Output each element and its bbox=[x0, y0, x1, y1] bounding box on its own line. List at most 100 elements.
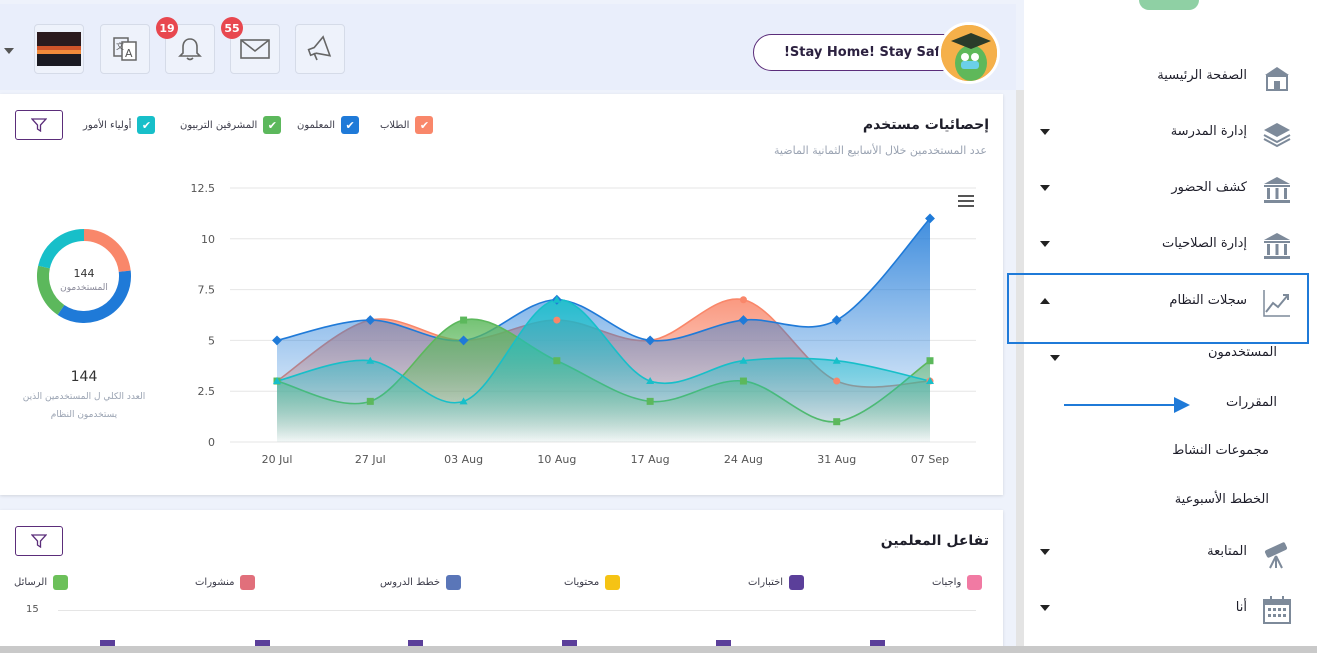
sidebar-item-school-management[interactable]: إدارة المدرسة bbox=[1024, 114, 1317, 154]
legend-label: منشورات bbox=[195, 577, 235, 588]
main-area: A 文 19 55 !Stay Home! Stay Safe bbox=[0, 17, 1003, 653]
sidebar-item-me[interactable]: أنا bbox=[1024, 590, 1317, 630]
sidebar-item-permissions[interactable]: إدارة الصلاحيات bbox=[1024, 226, 1317, 266]
user-stats-title: إحصائيات مستخدم bbox=[862, 117, 989, 133]
legend-students[interactable]: ✔ الطلاب bbox=[380, 116, 434, 134]
data-point bbox=[739, 296, 747, 304]
total-users-label-line1: العدد الكلي ل المستخدمين الذين bbox=[22, 392, 146, 402]
mail-icon bbox=[240, 39, 270, 59]
legend-homework[interactable]: واجبات bbox=[932, 575, 983, 590]
gridline bbox=[58, 610, 976, 611]
sidebar-item-follow-up[interactable]: المتابعة bbox=[1024, 534, 1317, 574]
chevron-down-icon[interactable] bbox=[1050, 355, 1060, 361]
svg-text:文: 文 bbox=[116, 41, 124, 51]
checkbox-icon: ✔ bbox=[263, 116, 282, 134]
x-tick-label: 03 Aug bbox=[444, 453, 483, 466]
checkbox-icon: ✔ bbox=[137, 116, 156, 134]
y-tick-label: 7.5 bbox=[198, 284, 216, 297]
language-button[interactable]: A 文 bbox=[100, 24, 150, 74]
total-users-value: 144 bbox=[70, 369, 98, 385]
chevron-down-icon bbox=[1040, 129, 1050, 135]
data-point bbox=[646, 377, 655, 385]
arrow-annotation bbox=[1064, 404, 1176, 406]
legend-lesson-plans[interactable]: خطط الدروس bbox=[380, 575, 461, 590]
arrow-head-icon bbox=[1174, 397, 1190, 413]
sidebar-item-home[interactable]: الصفحة الرئيسية bbox=[1024, 58, 1317, 98]
donut-center-value: 144 bbox=[73, 267, 95, 280]
legend-label: المعلمون bbox=[297, 119, 336, 131]
x-tick-label: 07 Sep bbox=[911, 453, 949, 466]
donut-center-label: المستخدمون bbox=[60, 283, 108, 293]
stats-filter-button[interactable] bbox=[15, 110, 63, 140]
legend-messages[interactable]: الرسائل bbox=[14, 575, 69, 590]
data-point bbox=[273, 377, 281, 385]
profile-dropdown-caret-icon[interactable] bbox=[4, 48, 14, 54]
announcements-button[interactable] bbox=[295, 24, 345, 74]
data-point bbox=[739, 377, 747, 385]
bar-stub bbox=[408, 640, 423, 646]
data-point bbox=[833, 418, 841, 426]
teacher-interaction-card: تفاعل المعلمين واجبات اختبارات محتويات خ… bbox=[0, 510, 1003, 653]
y-tick-label: 0 bbox=[208, 436, 215, 449]
user-avatar[interactable] bbox=[938, 22, 1000, 84]
x-tick-label: 31 Aug bbox=[817, 453, 856, 466]
data-point bbox=[552, 295, 561, 303]
layers-icon bbox=[1263, 123, 1291, 148]
data-point bbox=[831, 315, 842, 326]
legend-parents[interactable]: ✔ أولياء الأمور bbox=[83, 116, 156, 134]
chevron-up-icon bbox=[1040, 298, 1050, 304]
sidebar-subitem-weekly-plans[interactable]: الخطط الأسبوعية bbox=[1174, 492, 1269, 507]
x-tick-label: 27 Jul bbox=[355, 453, 386, 466]
notifications-button[interactable]: 19 bbox=[156, 17, 215, 74]
data-point bbox=[738, 315, 749, 326]
data-point bbox=[925, 213, 935, 224]
filter-icon bbox=[31, 534, 47, 548]
sidebar-item-attendance[interactable]: كشف الحضور bbox=[1024, 170, 1317, 210]
notifications-badge: 19 bbox=[156, 17, 178, 39]
donut-slice bbox=[38, 229, 85, 269]
checkbox-icon: ✔ bbox=[415, 116, 434, 134]
series-area bbox=[277, 299, 930, 442]
data-point bbox=[459, 397, 468, 405]
data-point bbox=[460, 316, 468, 324]
horizontal-scrollbar[interactable] bbox=[0, 646, 1317, 653]
chart-menu-icon[interactable] bbox=[958, 195, 974, 207]
chevron-down-icon bbox=[1040, 241, 1050, 247]
sidebar-item-system-logs[interactable]: سجلات النظام bbox=[1024, 283, 1317, 323]
x-tick-label: 17 Aug bbox=[631, 453, 670, 466]
legend-posts[interactable]: منشورات bbox=[195, 575, 256, 590]
legend-swatch bbox=[53, 575, 69, 590]
sidebar-subitem-users[interactable]: المستخدمون bbox=[1207, 345, 1277, 360]
sidebar-subitem-activity-groups[interactable]: مجموعات النشاط bbox=[1172, 443, 1269, 458]
vertical-scrollbar[interactable] bbox=[1016, 90, 1024, 653]
sidebar-item-label: إدارة المدرسة bbox=[1170, 124, 1247, 139]
data-point bbox=[832, 356, 841, 364]
data-point bbox=[926, 357, 934, 365]
x-tick-label: 24 Aug bbox=[724, 453, 763, 466]
data-point bbox=[926, 377, 934, 385]
donut-slice bbox=[83, 229, 131, 273]
sidebar-subitem-courses[interactable]: المقررات bbox=[1226, 395, 1277, 410]
legend-label: الطلاب bbox=[380, 119, 410, 131]
bar-stub bbox=[100, 640, 115, 646]
y-tick-label: 12.5 bbox=[191, 182, 216, 195]
filter-icon bbox=[31, 118, 47, 132]
legend-swatch bbox=[240, 575, 256, 590]
y-tick-label: 2.5 bbox=[198, 385, 216, 398]
chevron-down-icon bbox=[1040, 549, 1050, 555]
y-tick-label: 5 bbox=[208, 334, 215, 347]
highlight-box bbox=[1007, 273, 1309, 344]
data-point bbox=[739, 356, 748, 364]
user-donut-chart bbox=[37, 229, 131, 323]
legend-contents[interactable]: محتويات bbox=[564, 575, 621, 590]
messages-button[interactable]: 55 bbox=[221, 17, 280, 74]
legend-label: المشرفين التربيون bbox=[180, 119, 258, 131]
legend-tests[interactable]: اختبارات bbox=[748, 575, 805, 590]
profile-image-button[interactable] bbox=[34, 24, 84, 74]
legend-supervisors[interactable]: ✔ المشرفين التربيون bbox=[180, 116, 282, 134]
teacher-filter-button[interactable] bbox=[15, 526, 63, 556]
legend-teachers[interactable]: ✔ المعلمون bbox=[297, 116, 360, 134]
line-chart-icon bbox=[1263, 290, 1290, 317]
user-stats-area-chart: 0 2.5 5 7.5 10 12.5 20 Jul 27 Jul 03 Aug 10 Aug 17… bbox=[191, 182, 976, 466]
total-users-label-line2: يستخدمون النظام bbox=[50, 410, 118, 420]
